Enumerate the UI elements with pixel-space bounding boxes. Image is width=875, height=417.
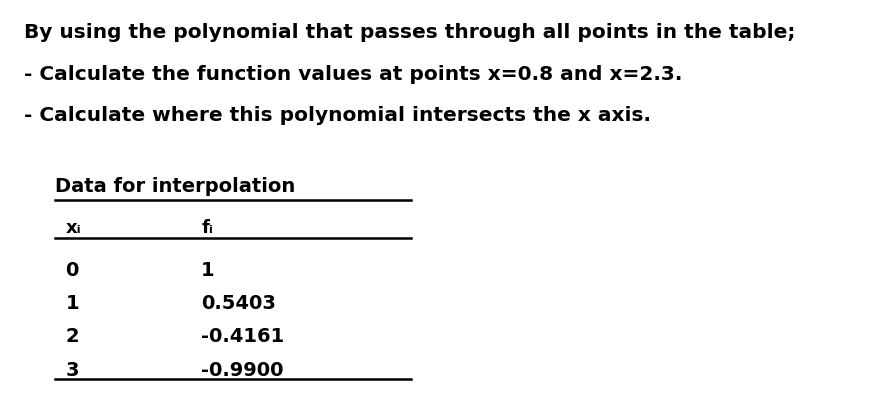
Text: fᵢ: fᵢ [201,219,214,237]
Text: 1: 1 [201,261,215,280]
Text: 1: 1 [66,294,80,313]
Text: By using the polynomial that passes through all points in the table;: By using the polynomial that passes thro… [24,23,796,42]
Text: - Calculate where this polynomial intersects the x axis.: - Calculate where this polynomial inters… [24,106,652,126]
Text: - Calculate the function values at points x=0.8 and x=2.3.: - Calculate the function values at point… [24,65,682,84]
Text: Data for interpolation: Data for interpolation [55,177,296,196]
Text: 3: 3 [66,361,79,380]
Text: xᵢ: xᵢ [66,219,81,237]
Text: 0.5403: 0.5403 [201,294,276,313]
Text: 0: 0 [66,261,79,280]
Text: 2: 2 [66,327,80,347]
Text: -0.4161: -0.4161 [201,327,284,347]
Text: -0.9900: -0.9900 [201,361,284,380]
